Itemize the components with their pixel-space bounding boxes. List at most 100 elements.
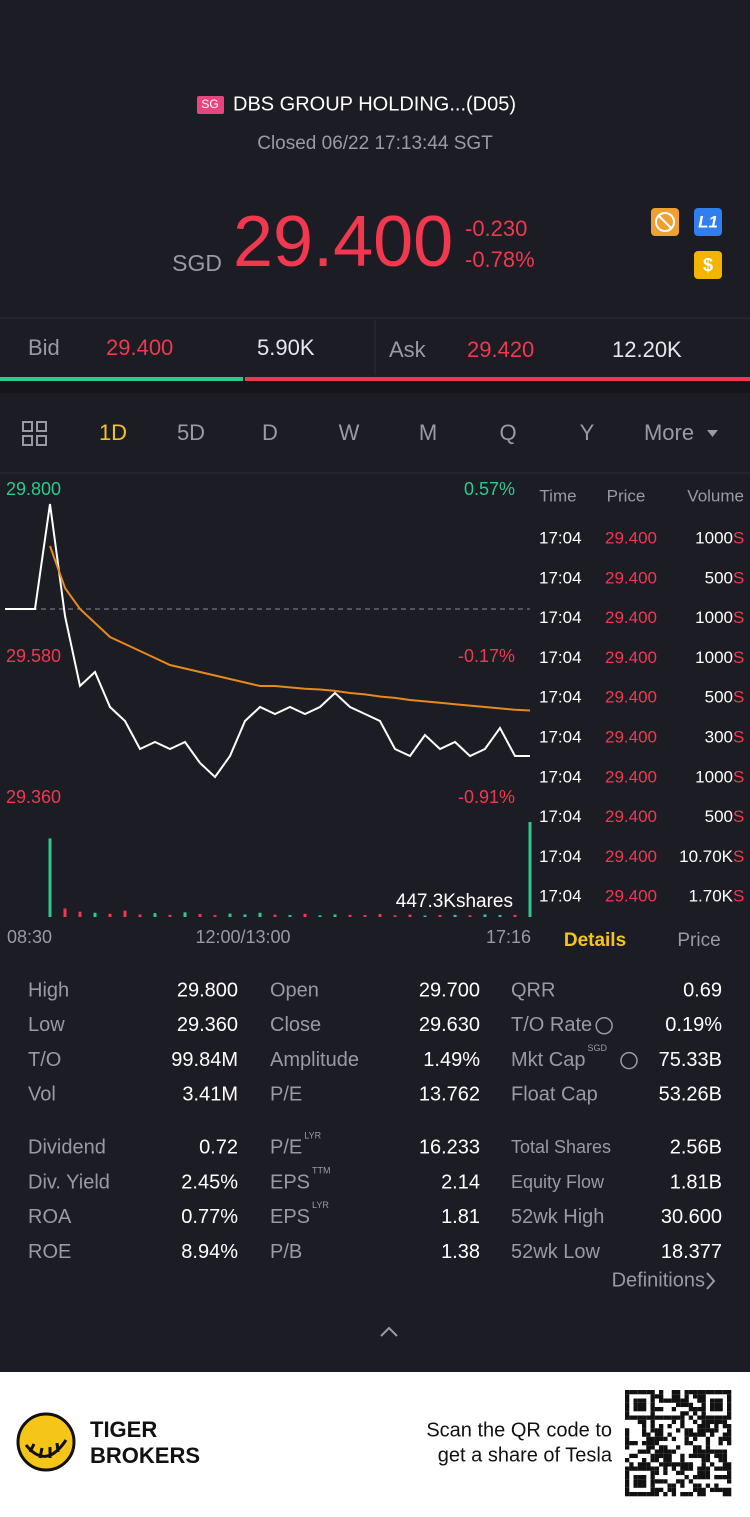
qr-cell	[646, 1492, 651, 1497]
trade-time: 17:04	[539, 608, 582, 627]
period-tab[interactable]: M	[419, 420, 437, 445]
qr-cell	[701, 1487, 706, 1493]
qr-cell	[676, 1470, 681, 1476]
volume-bar	[48, 838, 52, 917]
qr-cell	[701, 1402, 706, 1408]
qr-cell	[714, 1453, 719, 1459]
qr-cell	[693, 1394, 698, 1399]
period-tab[interactable]: D	[262, 420, 278, 445]
trade-side: S	[733, 847, 744, 866]
qr-cell	[722, 1436, 728, 1442]
qr-cell	[650, 1424, 655, 1429]
qr-cell	[642, 1407, 647, 1412]
qr-cell	[676, 1479, 681, 1484]
definitions-link[interactable]: Definitions	[612, 1269, 705, 1291]
qr-cell	[680, 1479, 685, 1484]
layout-icon[interactable]	[22, 421, 47, 446]
period-tab[interactable]: Y	[580, 420, 595, 445]
average-line	[49, 545, 531, 712]
trade-time: 17:04	[539, 568, 582, 587]
qr-cell	[629, 1492, 634, 1497]
icon-margin[interactable]	[694, 251, 722, 279]
collapse-chevron[interactable]	[380, 1326, 398, 1337]
qr-cell	[722, 1390, 728, 1395]
stat-value: 1.38	[441, 1241, 480, 1263]
qr-cell	[727, 1407, 732, 1412]
qr-cell	[697, 1398, 702, 1403]
qr-cell	[650, 1483, 655, 1488]
qr-cell	[710, 1462, 715, 1467]
details-tab[interactable]: Details	[564, 930, 626, 951]
qr-cell	[659, 1428, 664, 1433]
qr-cell	[714, 1419, 719, 1425]
period-tab[interactable]: More	[644, 420, 694, 445]
period-tab[interactable]: 1D	[99, 420, 127, 445]
ask-size: 12.20K	[612, 337, 682, 362]
period-tab[interactable]: W	[339, 420, 360, 445]
stat-value: 1.81	[441, 1206, 480, 1228]
qr-cell	[650, 1441, 655, 1446]
volume-bar	[93, 912, 97, 917]
qr-cell	[705, 1428, 711, 1433]
qr-cell	[676, 1462, 681, 1467]
trade-price: 29.400	[605, 767, 657, 786]
icon-margin-text: $	[703, 255, 713, 275]
market-badge-text: SG	[201, 97, 218, 111]
qr-cell	[667, 1398, 672, 1403]
qr-cell	[697, 1453, 702, 1459]
qr-cell	[680, 1462, 685, 1467]
stat-label: T/O Rate	[511, 1014, 592, 1036]
qr-cell	[680, 1458, 685, 1463]
stock-name: DBS GROUP HOLDING...(D05)	[233, 93, 516, 115]
qr-cell	[629, 1415, 634, 1420]
qr-cell	[701, 1428, 706, 1433]
stat-label: Equity Flow	[511, 1172, 605, 1192]
qr-cell	[642, 1466, 647, 1471]
trade-volume: 1.70K	[689, 887, 734, 906]
icon-level1[interactable]	[694, 208, 722, 236]
qr-cell	[701, 1432, 706, 1437]
price-tab[interactable]: Price	[677, 930, 720, 951]
qr-cell	[697, 1483, 702, 1488]
period-tab[interactable]: 5D	[177, 420, 205, 445]
qr-cell	[646, 1415, 651, 1420]
qr-cell	[697, 1475, 702, 1480]
qr-cell	[650, 1458, 655, 1463]
volume-bar	[228, 913, 232, 917]
qr-cell	[650, 1487, 655, 1493]
qr-cell	[722, 1419, 728, 1425]
qr-cell	[688, 1415, 694, 1420]
qr-cell	[718, 1398, 723, 1403]
info-icon	[620, 1051, 638, 1070]
icon-part	[22, 435, 33, 446]
qr-cell	[637, 1466, 643, 1471]
qr-cell	[688, 1407, 694, 1412]
qr-cell	[667, 1453, 672, 1459]
qr-cell	[701, 1466, 706, 1471]
stat-label: Total Shares	[511, 1137, 611, 1157]
stat-value: 1.81B	[670, 1171, 722, 1193]
qr-cell	[727, 1436, 732, 1442]
volume-bar	[123, 910, 127, 917]
stat-label: P/B	[270, 1241, 302, 1263]
period-tab[interactable]: Q	[499, 420, 516, 445]
qr-cell	[625, 1390, 630, 1395]
volume-bar	[408, 914, 412, 917]
qr-cell	[663, 1458, 668, 1463]
qr-cell	[625, 1398, 630, 1403]
qr-cell	[701, 1470, 706, 1476]
qr-cell	[659, 1487, 664, 1493]
qr-cell	[637, 1390, 643, 1395]
x-tick-label: 08:30	[7, 927, 52, 947]
qr-cell	[646, 1441, 651, 1446]
qr-cell	[688, 1432, 694, 1437]
trade-price: 29.400	[605, 648, 657, 667]
qr-cell	[688, 1479, 694, 1484]
qr-cell	[693, 1483, 698, 1488]
ask-price: 29.420	[467, 337, 534, 362]
stat-label: Low	[28, 1014, 65, 1036]
qr-cell	[705, 1466, 711, 1471]
stat-label: Vol	[28, 1084, 56, 1106]
qr-cell	[637, 1415, 643, 1420]
